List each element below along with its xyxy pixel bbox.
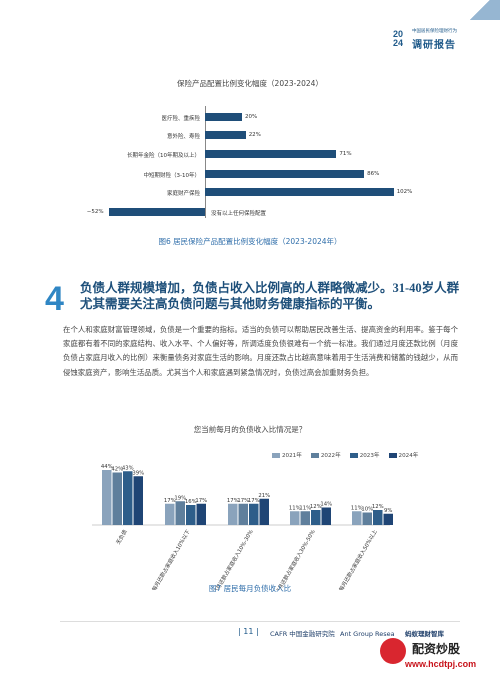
- header-decoration: [460, 0, 500, 20]
- chart1-category-label: 家庭财产保险: [166, 191, 200, 197]
- chart2-caption: 图7 居民每月负债收入比: [208, 584, 292, 593]
- chart2-value-label: 17%: [248, 498, 260, 504]
- chart1-value-label: 86%: [367, 171, 380, 177]
- section-title: 负债人群规模增加，负债占收入比例高的人群略微减少。31-40岁人群尤其需要关注高…: [80, 281, 460, 311]
- chart2-bar: [165, 503, 175, 525]
- chart2-value-label: 11%: [289, 505, 301, 511]
- chart2-bar: [102, 470, 112, 525]
- chart2-bar: [383, 513, 393, 525]
- report-subtitle: 中国居民保险理财行为: [412, 29, 457, 34]
- chart1-bar: [205, 113, 242, 121]
- chart2-value-label: 10%: [361, 507, 373, 513]
- chart1-category-label: 中短期财险（3-10年）: [143, 173, 200, 179]
- footer-divider: [60, 621, 460, 622]
- chart1-value-label: 22%: [248, 132, 261, 138]
- chart2-category-label: 每月还款占家庭收入30%-50%: [273, 528, 316, 590]
- chart2-bar: [290, 511, 300, 525]
- page-number: | 11 |: [238, 627, 259, 636]
- chart2-bar: [352, 511, 362, 525]
- chart2-value-label: 17%: [164, 498, 176, 504]
- chart1-value-label: −52%: [86, 209, 104, 215]
- cafr-logo: CAFR 中国金融研究院: [270, 630, 335, 638]
- chart2-bar: [362, 512, 372, 525]
- legend-swatch: [310, 452, 319, 458]
- chart2-bar: [112, 472, 122, 525]
- legend-item: 2021年: [272, 451, 302, 459]
- chart1-caption: 图6 居民保险产品配置比例变化幅度（2023-2024年）: [158, 237, 342, 246]
- chart1-value-label: 102%: [396, 189, 413, 195]
- chart1-area: 20% 医疗险、重疾险 22% 意外险、寿险 71% 长期年金险（10年期及以上） 86% 中…: [0, 0, 500, 240]
- chart2-value-label: 11%: [351, 505, 363, 511]
- chart2-value-label: 12%: [310, 504, 322, 510]
- legend-item: 2023年: [349, 451, 380, 459]
- chart2-category-label: 无负债: [114, 527, 129, 545]
- chart2-legend: 2021年 2022年 2023年 2024年: [272, 451, 418, 459]
- legend-label: 2024年: [398, 453, 419, 459]
- chart1-category-label: 长期年金险（10年期及以上）: [127, 153, 200, 159]
- body-paragraph: 在个人和家庭财富管理领域，负债是一个重要的指标。适当的负债可以帮助居民改善生活、…: [63, 325, 458, 377]
- chart1-category-label: 医疗险、重疾险: [161, 116, 200, 122]
- chart1-bar: [205, 131, 246, 139]
- chart2-bar: [133, 476, 143, 525]
- chart2-bar: [123, 471, 133, 525]
- chart2-value-label: 16%: [185, 499, 197, 505]
- chart1-category-label: 没有以上任何保险配置: [211, 211, 267, 217]
- ant-wealth-think-tank-logo: 蚂蚁理财智库: [405, 630, 444, 638]
- chart2-bar: [186, 505, 196, 525]
- chart1-bar: [205, 170, 365, 178]
- chart2-bar: [175, 501, 185, 525]
- chart2-value-label: 11%: [299, 505, 311, 511]
- legend-swatch: [388, 452, 397, 458]
- chart2-value-label: 43%: [122, 465, 134, 471]
- chart2-bar: [311, 510, 321, 525]
- chart1-bar: [205, 188, 394, 196]
- chart2-value-label: 14%: [320, 502, 332, 508]
- watermark-logo-icon: [380, 638, 406, 664]
- chart2-bar: [249, 503, 259, 525]
- chart2-svg: 44%42%43%39%无负债17%19%16%17%每月还款占家庭收入10%以…: [92, 464, 393, 590]
- watermark-url: www.hcdtpj.com: [405, 659, 477, 669]
- chart2-category-label: 每月还款占家庭收入10%以下: [150, 528, 192, 590]
- legend-label: 2021年: [282, 453, 302, 459]
- chart1-bar: [108, 208, 205, 216]
- chart2-value-label: 39%: [132, 470, 144, 476]
- chart2-value-label: 42%: [111, 467, 123, 473]
- report-title: 调研报告: [412, 40, 456, 51]
- legend-item: 2024年: [388, 451, 419, 459]
- chart2-bar: [259, 498, 269, 525]
- chart2-title: 您当前每月的负债收入比情况是？: [193, 425, 307, 434]
- chart2-value-label: 19%: [174, 495, 186, 501]
- chart2-value-label: 21%: [258, 493, 270, 499]
- legend-swatch: [349, 452, 358, 458]
- chart1-category-label: 意外险、寿险: [166, 134, 200, 140]
- chart2-category-label: 每月还款占家庭收入10%-30%: [211, 528, 254, 590]
- chart2-bar: [300, 511, 310, 525]
- legend-item: 2022年: [310, 451, 341, 459]
- chart2-bar: [238, 503, 248, 525]
- ant-group-research-logo: Ant Group Research 蚂蚁集团研究院: [340, 630, 395, 638]
- chart2-bar: [373, 510, 383, 525]
- chart1-value-label: 71%: [339, 151, 352, 157]
- chart2-value-label: 17%: [227, 498, 239, 504]
- legend-swatch: [272, 452, 280, 458]
- chart2-category-label: 每月还款占家庭收入50%以上: [337, 527, 379, 590]
- legend-label: 2023年: [359, 453, 380, 459]
- chart1-axis: [205, 106, 206, 218]
- section-number: 4: [45, 280, 64, 318]
- chart1-bar: [205, 150, 337, 158]
- chart2-value-label: 17%: [237, 498, 249, 504]
- chart2-value-label: 12%: [372, 504, 384, 510]
- chart1-value-label: 20%: [245, 114, 258, 120]
- chart2-bar: [228, 503, 238, 525]
- chart2-bar: [196, 503, 206, 525]
- legend-label: 2022年: [320, 453, 341, 459]
- watermark-name: 配资炒股: [412, 642, 461, 656]
- report-year-logo: 20 24: [393, 29, 404, 48]
- chart1-title: 保险产品配置比例变化幅度（2023-2024）: [177, 79, 323, 88]
- chart2-value-label: 44%: [101, 464, 113, 470]
- chart2-value-label: 17%: [195, 498, 207, 504]
- chart2-bar: [321, 507, 331, 525]
- chart2-value-label: 9%: [384, 508, 392, 514]
